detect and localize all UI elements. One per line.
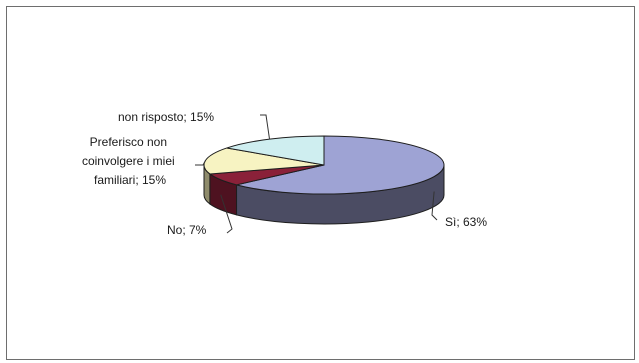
label-preferisco-line3: familiari; 15% <box>94 173 166 187</box>
label-preferisco-line1: Preferisco non <box>90 135 167 149</box>
label-non-risposto: non risposto; 15% <box>118 110 214 124</box>
pie-slice-s <box>236 135 445 195</box>
pie-slice-preferisco-non-coinvolgere-i-miei-familiari <box>203 147 325 175</box>
leader-s <box>431 191 438 221</box>
leader-non-risposto <box>260 114 271 140</box>
label-preferisco-line2: coinvolgere i miei <box>82 154 175 168</box>
pie-slice-non-risposto <box>226 135 325 166</box>
chart-frame: non risposto; 15% Preferisco non coinvol… <box>6 6 635 360</box>
label-preferisco: Preferisco non coinvolgere i miei famili… <box>82 135 178 187</box>
pie-chart: non risposto; 15% Preferisco non coinvol… <box>82 110 487 237</box>
leader-lines <box>195 114 438 234</box>
pie-slice-tops <box>203 135 445 195</box>
label-si: Sì; 63% <box>445 215 487 229</box>
leader-preferisco-non-coinvolgere-i-miei-familiari <box>195 160 206 166</box>
leader-no <box>220 194 233 234</box>
label-no: No; 7% <box>167 223 207 237</box>
